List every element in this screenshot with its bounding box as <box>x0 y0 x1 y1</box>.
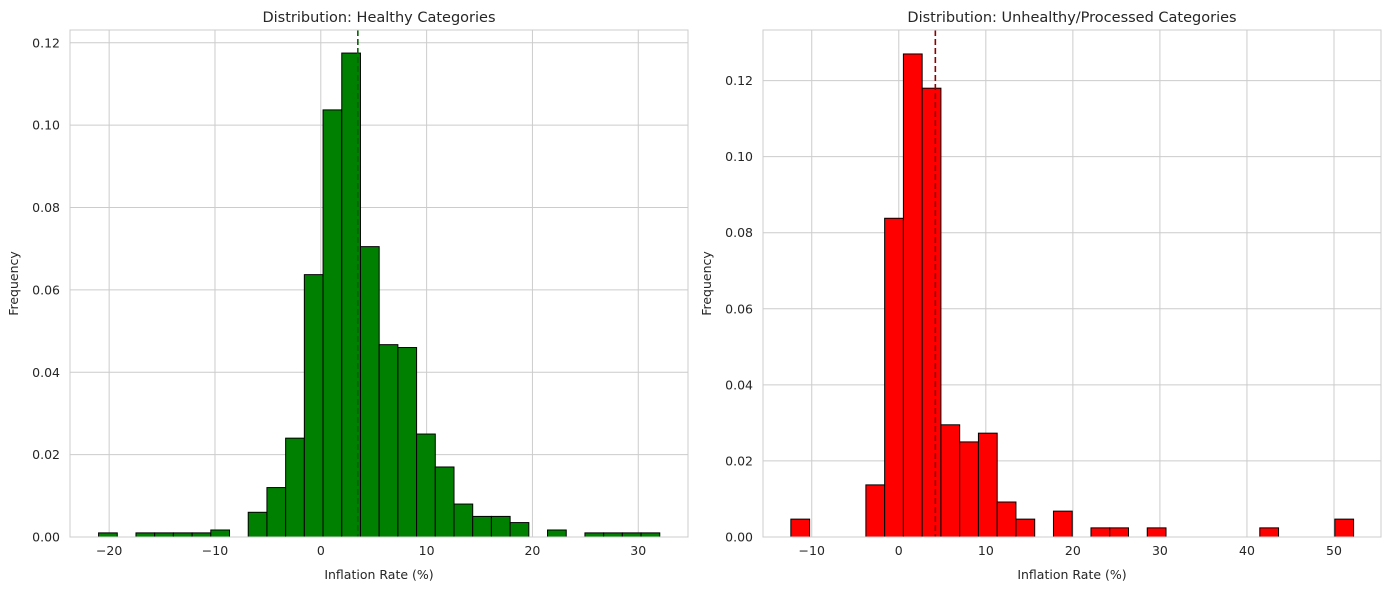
histogram-bar <box>191 532 212 538</box>
x-tick-label: 20 <box>1065 543 1081 558</box>
histogram-bar <box>247 511 268 538</box>
histogram-bar <box>378 344 399 538</box>
histogram-bar <box>453 503 474 538</box>
histogram-bar <box>959 441 979 538</box>
histogram-bar <box>285 437 305 538</box>
histogram-bar <box>1334 518 1355 538</box>
y-tick-label: 0.02 <box>32 447 60 462</box>
histogram-bar <box>210 529 231 538</box>
histogram-bar <box>790 518 811 538</box>
histogram-bar <box>902 53 923 538</box>
y-tick-label: 0.12 <box>32 35 60 50</box>
histogram-bar <box>603 532 623 538</box>
x-tick-label: 10 <box>978 543 994 558</box>
y-tick-label: 0.06 <box>32 282 60 297</box>
x-tick-label: 10 <box>419 543 435 558</box>
x-tick-label: −10 <box>799 543 825 558</box>
chart-healthy: −20 −10 0 10 20 30 0.00 0.02 0.04 0.06 0.08 0.10 0.1… <box>6 10 689 582</box>
y-tick-label: 0.10 <box>725 149 753 164</box>
x-tick-label: 0 <box>895 543 903 558</box>
y-axis-label: Frequency <box>6 251 21 316</box>
histogram-bar <box>416 433 436 538</box>
histogram-bar <box>397 347 418 538</box>
plot-frame <box>762 29 1382 538</box>
x-tick-label: 40 <box>1239 543 1255 558</box>
y-tick-label: 0.12 <box>725 73 753 88</box>
y-tick-label: 0.10 <box>32 118 60 133</box>
x-tick-label: −20 <box>96 543 122 558</box>
histogram-bar <box>865 484 886 538</box>
histogram-bar <box>1015 518 1036 538</box>
histogram-bar <box>509 522 530 538</box>
y-tick-label: 0.08 <box>32 200 60 215</box>
histogram-bar <box>621 532 642 538</box>
histogram-bar <box>977 432 998 538</box>
x-axis-label: Inflation Rate (%) <box>1017 567 1126 582</box>
histogram-bar <box>135 532 156 538</box>
histogram-bar <box>1259 527 1280 538</box>
histogram-bar <box>172 532 193 538</box>
histogram-bar <box>490 515 511 538</box>
histogram-bar <box>359 246 380 538</box>
x-tick-label: 20 <box>524 543 540 558</box>
histogram-bar <box>1109 527 1129 538</box>
histogram-bar <box>266 487 287 538</box>
x-tick-label: 30 <box>630 543 646 558</box>
histogram-bar <box>921 87 942 538</box>
histogram-bar <box>322 109 343 538</box>
y-tick-label: 0.06 <box>725 301 753 316</box>
histogram-bar <box>996 501 1017 538</box>
y-tick-label: 0.02 <box>725 453 753 468</box>
histogram-bar <box>884 217 904 538</box>
histogram-bar <box>434 466 455 538</box>
y-tick-label: 0.00 <box>725 530 753 545</box>
x-axis-label: Inflation Rate (%) <box>324 567 433 582</box>
histogram-bar <box>640 532 661 538</box>
x-tick-label: 50 <box>1326 543 1342 558</box>
histogram-bar <box>1052 510 1073 538</box>
histogram-bar <box>303 274 324 538</box>
histogram-bar <box>584 532 605 538</box>
x-tick-label: −10 <box>202 543 228 558</box>
histogram-bar <box>547 529 567 538</box>
y-tick-label: 0.08 <box>725 225 753 240</box>
y-tick-label: 0.04 <box>725 377 753 392</box>
x-tick-label: 30 <box>1152 543 1168 558</box>
y-tick-label: 0.00 <box>32 530 60 545</box>
histogram-bar <box>472 515 492 538</box>
histogram-bar <box>154 532 174 538</box>
plot-frame <box>69 29 689 538</box>
x-tick-label: 0 <box>317 543 325 558</box>
y-axis-label: Frequency <box>699 251 714 316</box>
chart-title: Distribution: Unhealthy/Processed Catego… <box>907 10 1236 26</box>
chart-title: Distribution: Healthy Categories <box>262 10 495 26</box>
histogram-bar <box>98 532 118 538</box>
chart-unhealthy: −10 0 10 20 30 40 50 0.00 0.02 0.04 0.06 0.08 0.10 0.… <box>699 10 1382 582</box>
histogram-bar <box>1146 527 1167 538</box>
histogram-bar <box>940 424 961 538</box>
histogram-bar <box>1090 527 1111 538</box>
y-tick-label: 0.04 <box>32 365 60 380</box>
